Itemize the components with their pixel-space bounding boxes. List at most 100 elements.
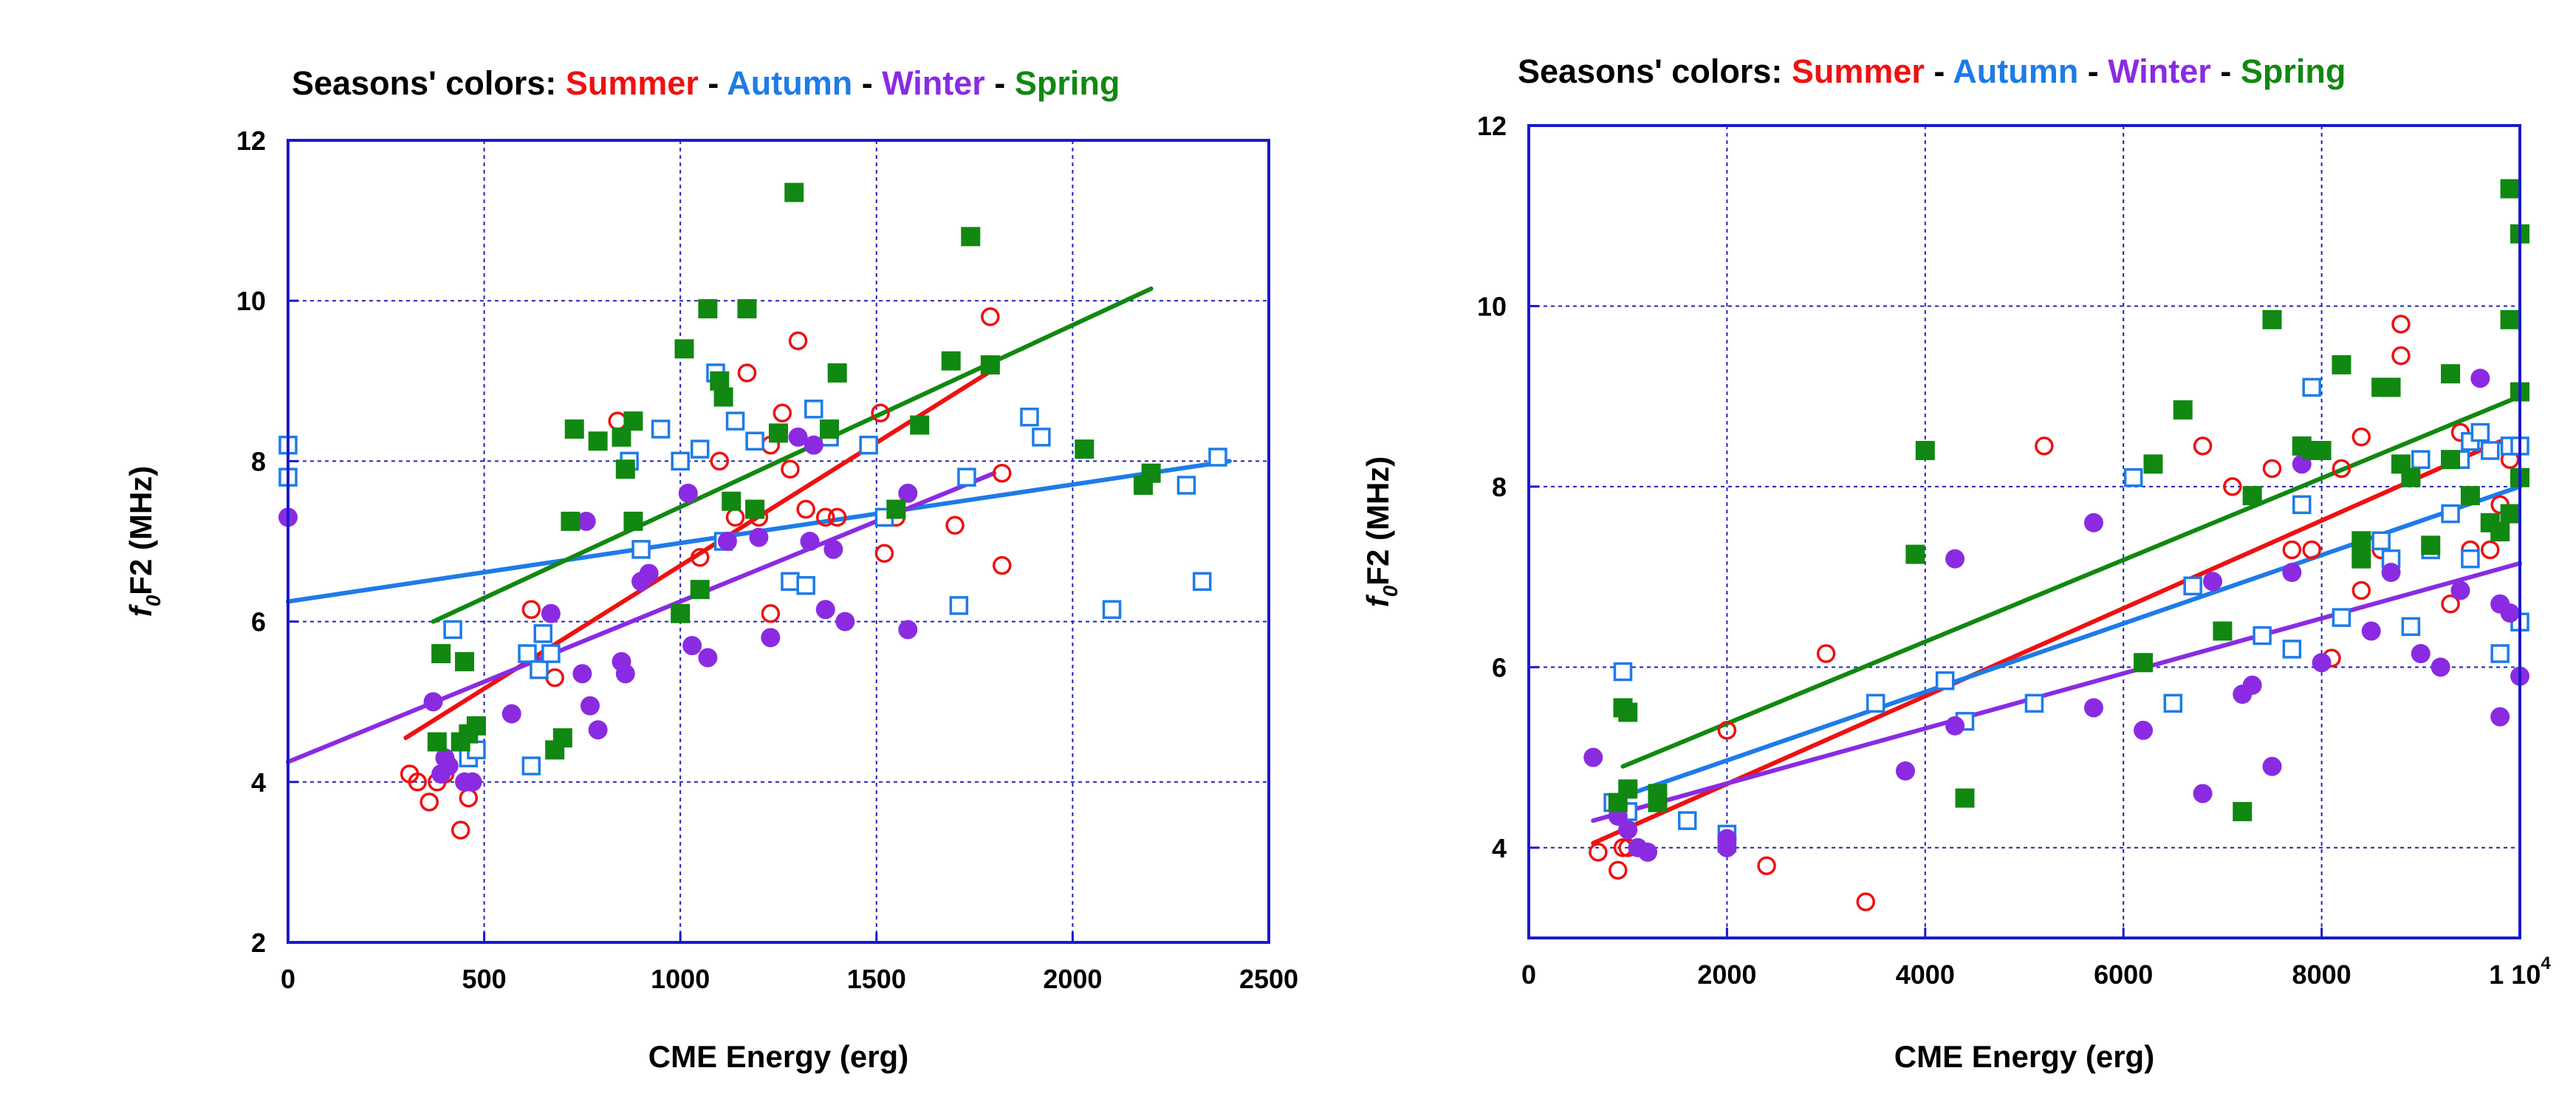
chart1-autumn-point-31 <box>1192 572 1212 592</box>
chart2-autumn-point-18 <box>2371 531 2391 550</box>
chart2-winter-point-16 <box>2242 675 2262 695</box>
chart2-spring-point-12 <box>2213 621 2233 641</box>
chart1-x-tick-label-4: 2000 <box>1043 964 1102 994</box>
chart1-spring-point-35 <box>1141 463 1161 483</box>
chart1-autumn-point-7 <box>530 660 549 679</box>
chart1-spring-point-8 <box>561 511 580 531</box>
chart2-autumn-point-19 <box>2401 617 2421 637</box>
chart2-x-tick-exponent: 4 <box>2541 953 2551 973</box>
chart1-spring-point-9 <box>564 419 584 439</box>
chart2-title-prefix: Seasons' colors: <box>1518 52 1792 90</box>
chart1-title-prefix: Seasons' colors: <box>292 64 566 102</box>
chart1-y-tick-label-4: 10 <box>236 286 266 316</box>
chart2-spring-point-21 <box>2351 549 2371 569</box>
chart1-title-segment-separator-1: - <box>699 64 727 102</box>
chart2-y-axis-label-subscript: 0 <box>1379 585 1402 597</box>
chart1-spring-point-25 <box>784 182 804 202</box>
chart1-spring-point-11 <box>612 427 631 447</box>
chart1-y-tick-label-3: 8 <box>251 446 266 476</box>
chart2-spring-point-32 <box>2500 179 2520 199</box>
chart1-summer-point-17 <box>781 459 800 479</box>
chart1-autumn-point-5 <box>518 644 537 663</box>
chart1-summer-point-21 <box>827 507 847 527</box>
chart1-autumn-point-6 <box>521 756 541 775</box>
chart1-autumn-point-27 <box>1020 407 1039 427</box>
chart1-winter-point-16 <box>678 483 698 503</box>
chart1-spring-point-3 <box>455 651 475 671</box>
chart1-spring-point-15 <box>671 603 691 623</box>
chart2-autumn-point-27 <box>2490 644 2510 663</box>
chart1-x-tick-label-0: 0 <box>281 964 295 994</box>
chart1-spring-point-27 <box>827 363 847 383</box>
chart2-spring-point-10 <box>2143 454 2163 474</box>
chart1-winter-point-31 <box>576 511 596 531</box>
chart1-spring-point-16 <box>674 339 694 359</box>
chart2-winter-point-14 <box>2202 572 2222 592</box>
chart1-summer-point-23 <box>874 544 894 564</box>
chart2-summer-point-25 <box>2480 540 2500 560</box>
chart1-autumn-point-17 <box>725 411 745 431</box>
chart2-autumn-point-25 <box>2470 422 2490 442</box>
chart2-title-segment-separator-3: - <box>2078 52 2108 90</box>
chart2-spring-point-19 <box>2332 355 2351 374</box>
chart1-winter-point-11 <box>588 720 608 740</box>
chart2-autumn-point-22 <box>2441 504 2460 524</box>
chart2-x-tick-label-1: 2000 <box>1697 959 1756 990</box>
chart2-winter-point-7 <box>1895 761 1915 781</box>
chart1-winter-point-7 <box>501 704 521 724</box>
chart1-autumn-point-18 <box>745 431 764 451</box>
chart1-autumn-point-32 <box>1208 448 1227 467</box>
chart2-autumn-point-15 <box>2292 495 2312 515</box>
chart2-summer-point-6 <box>1816 644 1836 663</box>
chart1-trendline-summer <box>403 366 997 741</box>
chart1-spring-point-7 <box>552 728 572 748</box>
chart1-winter-point-4 <box>439 756 459 776</box>
chart2-autumn-point-11 <box>2163 694 2183 713</box>
chart1-summer-point-5 <box>451 821 470 840</box>
chart2-spring-point-20 <box>2351 531 2371 551</box>
chart1-winter-point-24 <box>804 435 823 455</box>
chart1-summer-point-15 <box>761 603 781 623</box>
chart2-winter-point-26 <box>2470 369 2490 388</box>
chart1-winter-point-6 <box>462 772 482 792</box>
chart2-spring-point-27 <box>2441 364 2461 384</box>
chart1-autumn-point-26 <box>957 468 976 487</box>
chart2-summer-point-13 <box>2302 540 2321 560</box>
chart1-summer-point-22 <box>871 403 890 422</box>
chart1-autumn-point-29 <box>1102 600 1122 620</box>
chart2-summer-point-4 <box>1717 721 1737 740</box>
chart1-winter-point-29 <box>898 620 918 640</box>
chart2-trendline-winter <box>1591 561 2522 823</box>
chart2-winter-point-6 <box>1717 838 1737 857</box>
chart1-winter-point-15 <box>639 564 659 583</box>
chart1-spring-point-28 <box>886 499 906 519</box>
chart1-winter-point-22 <box>788 427 808 447</box>
chart1-summer-point-11 <box>710 451 730 471</box>
chart1-spring-point-21 <box>722 491 741 511</box>
chart1-autumn-point-4 <box>467 740 486 760</box>
chart2-winter-point-11 <box>2083 698 2103 718</box>
chart2-summer-point-11 <box>2262 459 2282 479</box>
chart1-spring-point-13 <box>623 511 643 531</box>
chart1-autumn-point-19 <box>781 572 800 592</box>
chart2-spring-point-25 <box>2401 468 2421 487</box>
chart2-x-tick-label-5: 1 104 <box>2489 953 2551 990</box>
chart1-spring-point-22 <box>737 299 757 319</box>
chart2-spring-point-29 <box>2460 486 2480 506</box>
chart1-trendline-spring <box>431 286 1154 624</box>
chart1-title-segment-spring: Spring <box>1015 64 1120 102</box>
chart1-autumn-point-20 <box>796 575 815 595</box>
chart2-spring-point-23 <box>2381 377 2401 397</box>
chart1-winter-point-18 <box>698 648 718 668</box>
chart1-spring-point-23 <box>745 499 765 519</box>
chart1-y-axis-label-subscript: 0 <box>142 595 165 606</box>
chart1-title-segment-separator-3: - <box>852 64 882 102</box>
chart1-summer-point-19 <box>796 499 815 519</box>
chart2-trendline-summer <box>1591 439 2503 846</box>
chart2-summer-point-15 <box>2351 581 2371 600</box>
chart2-autumn-point-12 <box>2183 576 2202 596</box>
chart1-title-segment-summer: Summer <box>566 64 699 102</box>
chart2-spring-point-15 <box>2262 309 2282 329</box>
chart1-summer-point-1 <box>408 773 428 792</box>
chart1-winter-point-1 <box>423 692 443 712</box>
